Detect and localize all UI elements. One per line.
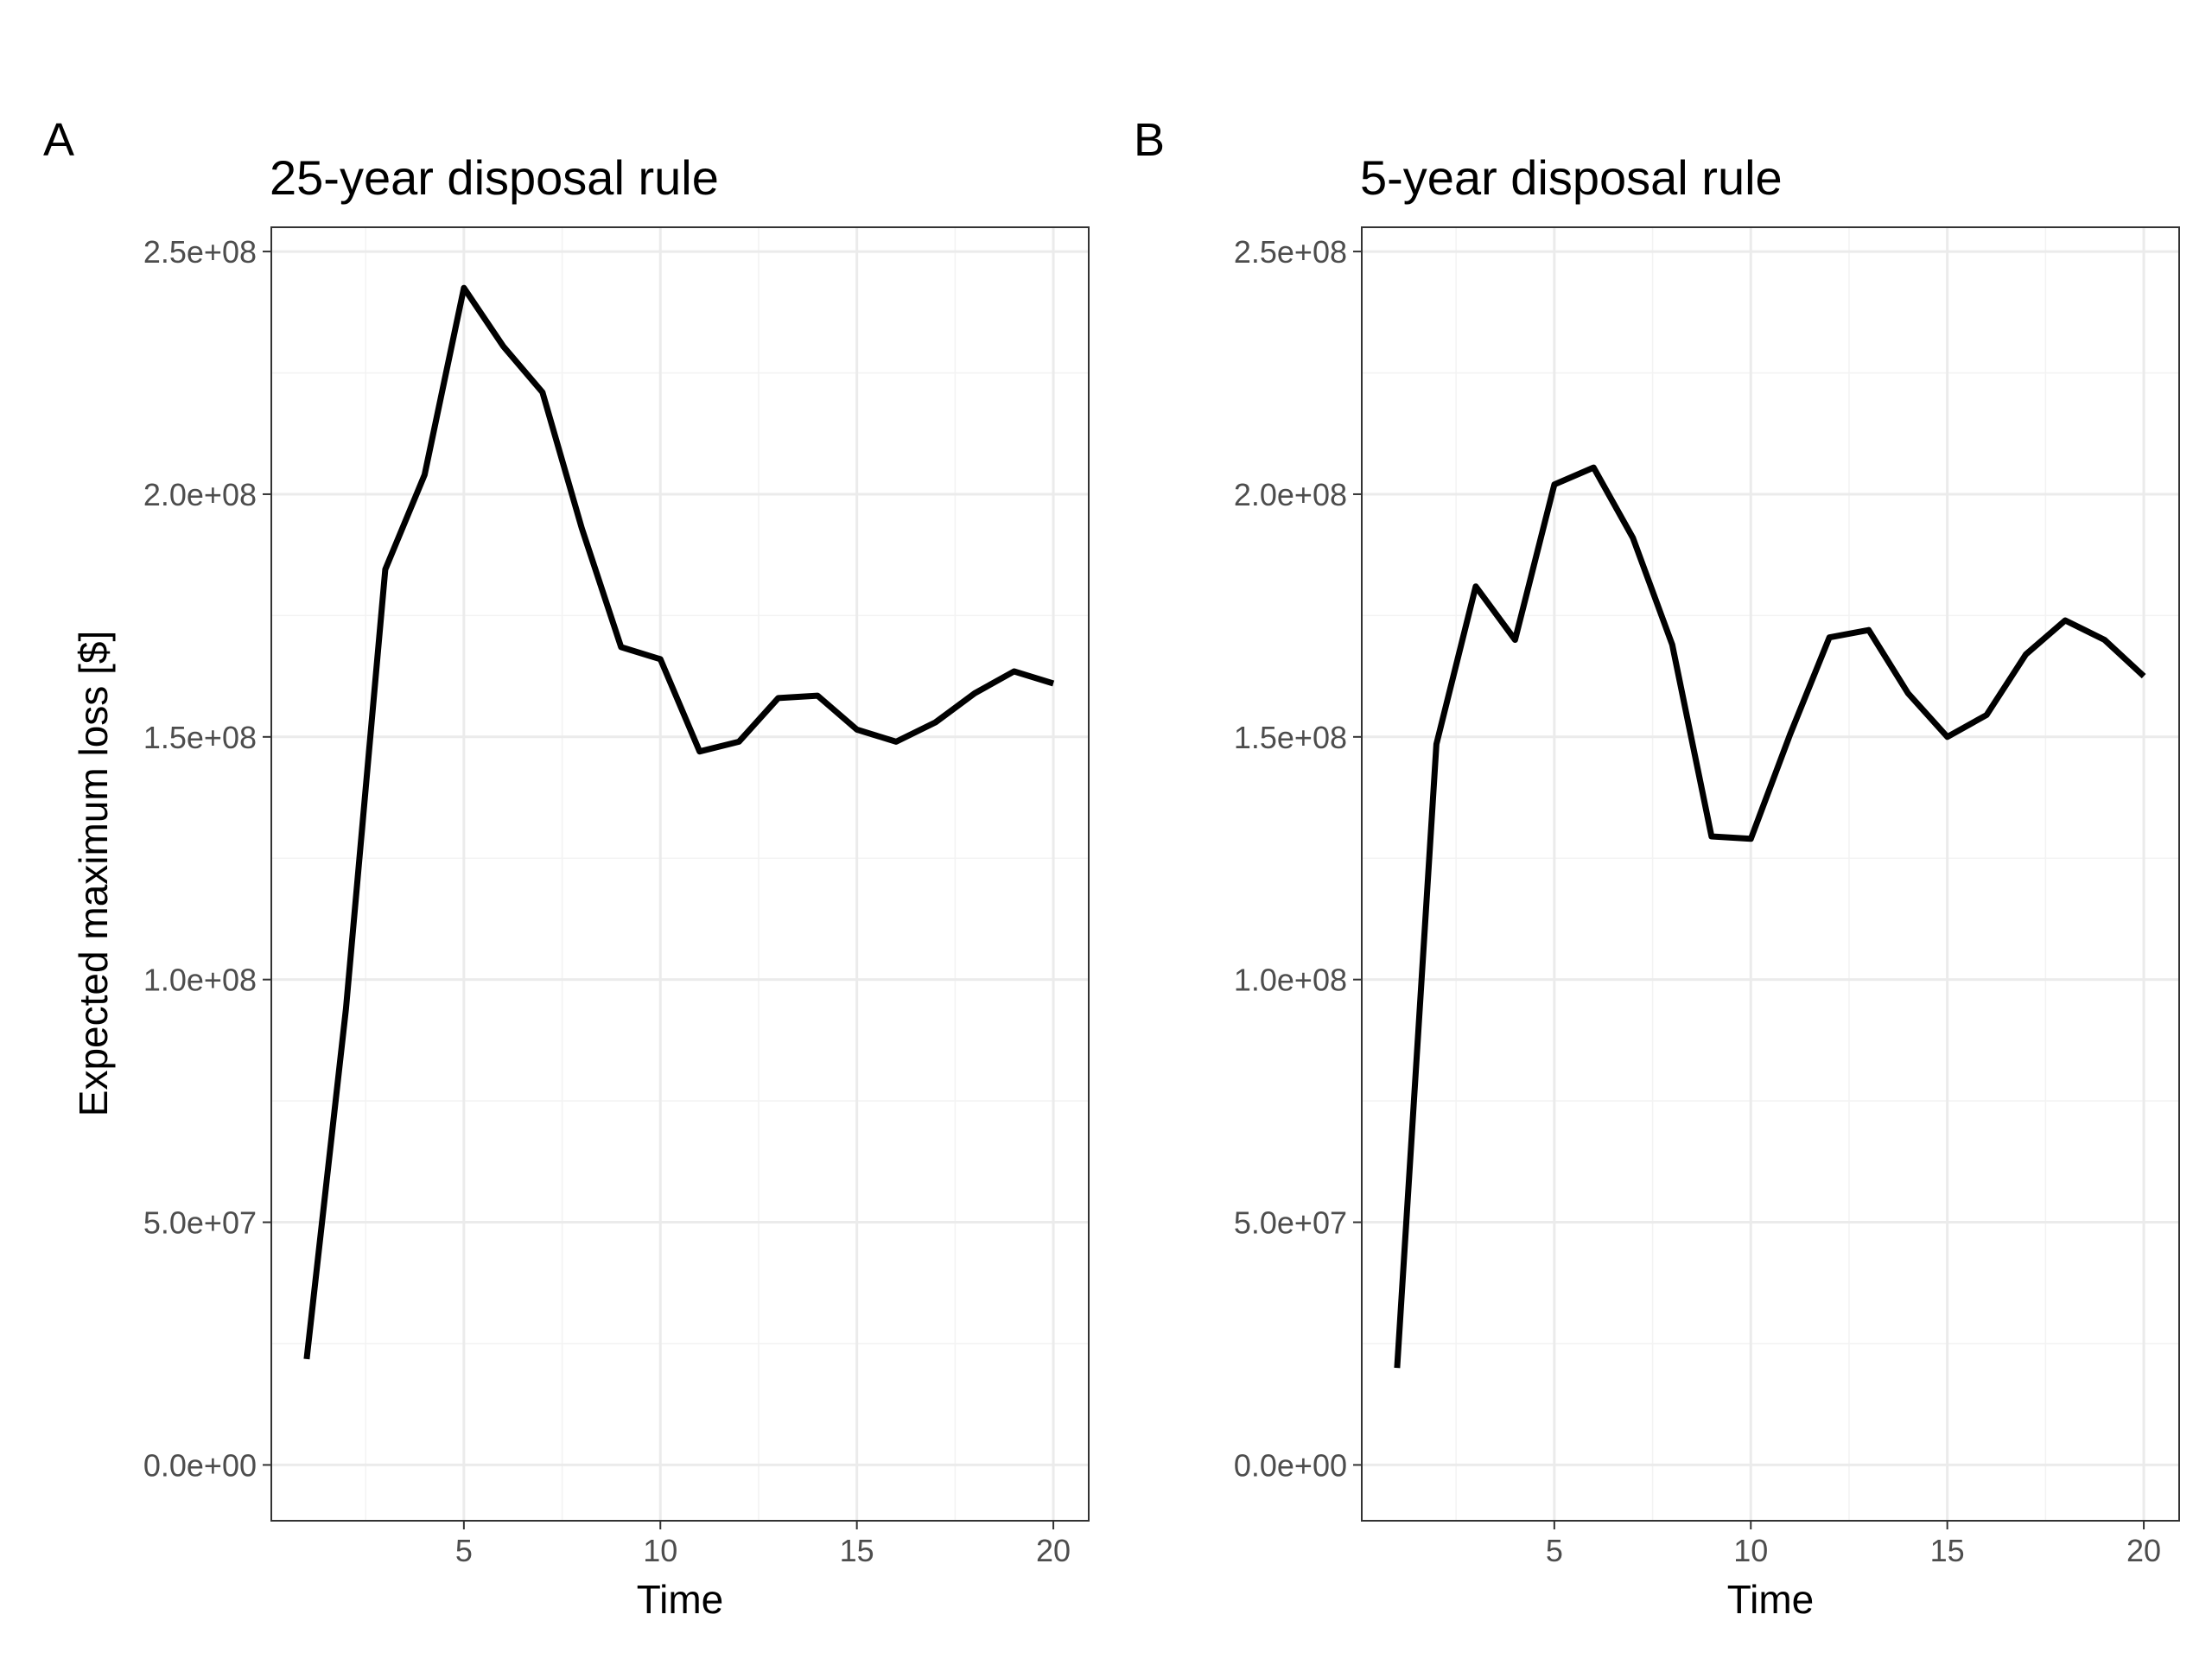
panel-title-a: 25-year disposal rule: [270, 150, 719, 205]
y-tick-label: 2.0e+08: [143, 477, 257, 512]
y-tick-label: 1.0e+08: [143, 963, 257, 998]
y-tick-label: 5.0e+07: [1234, 1205, 1347, 1241]
grid-a: [271, 227, 1089, 1521]
panel-b: B 5-year disposal rule 5 10 15 20 0.0e+00 5.0…: [1134, 114, 2180, 1622]
y-tick-label: 5.0e+07: [143, 1205, 257, 1241]
y-axis-title-a: Expected maximum loss [$]: [71, 631, 116, 1116]
x-tick-label: 10: [1733, 1533, 1768, 1568]
x-tick-label: 10: [643, 1533, 677, 1568]
panel-tag-a: A: [43, 114, 74, 166]
y-tick-label: 1.5e+08: [143, 720, 257, 755]
y-tick-label: 0.0e+00: [143, 1447, 257, 1483]
x-axis-title-b: Time: [1727, 1577, 1815, 1622]
panel-tag-b: B: [1134, 114, 1165, 166]
plot-border-b: [1361, 226, 2180, 1522]
panel-title-b: 5-year disposal rule: [1360, 150, 1783, 205]
x-tick-label: 20: [1036, 1533, 1071, 1568]
axes-a: 5 10 15 20 0.0e+00 5.0e+07 1.0e+08 1.5e+08 2.0e+…: [143, 234, 1071, 1568]
y-tick-label: 2.0e+08: [1234, 477, 1347, 512]
panel-a: A 25-year disposal rule 5 10 15 20 0.0e+00 5.…: [43, 114, 1090, 1622]
series-line-b: [1394, 464, 2146, 1369]
grid-b: [1362, 227, 2179, 1521]
series-line: [1394, 464, 2146, 1369]
x-tick-label: 5: [455, 1533, 473, 1568]
plot-border-a: [270, 226, 1090, 1522]
series-line-a: [303, 284, 1055, 1360]
x-axis-title-a: Time: [637, 1577, 724, 1622]
y-tick-label: 1.0e+08: [1234, 963, 1347, 998]
y-tick-label: 1.5e+08: [1234, 720, 1347, 755]
axes-b: 5 10 15 20 0.0e+00 5.0e+07 1.0e+08 1.5e+08 2.0e+…: [1234, 234, 2161, 1568]
x-tick-label: 20: [2126, 1533, 2161, 1568]
x-tick-label: 15: [1930, 1533, 1965, 1568]
x-tick-label: 15: [840, 1533, 874, 1568]
x-tick-label: 5: [1546, 1533, 1563, 1568]
y-tick-label: 2.5e+08: [143, 234, 257, 270]
series-line: [303, 284, 1055, 1360]
y-tick-label: 2.5e+08: [1234, 234, 1347, 270]
y-tick-label: 0.0e+00: [1234, 1447, 1347, 1483]
